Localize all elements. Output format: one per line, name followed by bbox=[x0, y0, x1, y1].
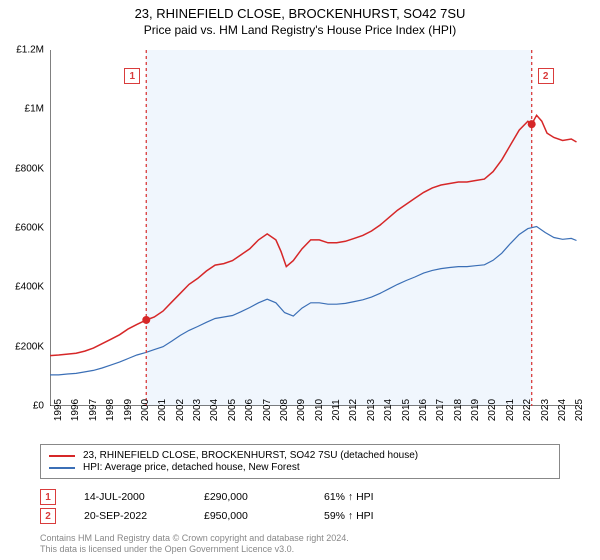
y-tick-label: £1M bbox=[25, 104, 44, 115]
footer-line-2: This data is licensed under the Open Gov… bbox=[40, 544, 349, 556]
x-tick-label: 2015 bbox=[401, 399, 412, 421]
x-tick-label: 2019 bbox=[470, 399, 481, 421]
y-axis: £0£200K£400K£600K£800K£1M£1.2M bbox=[0, 50, 48, 406]
x-tick-label: 2021 bbox=[505, 399, 516, 421]
marker-date: 14-JUL-2000 bbox=[84, 491, 204, 503]
x-tick-label: 2023 bbox=[540, 399, 551, 421]
x-tick-label: 1999 bbox=[123, 399, 134, 421]
x-tick-label: 2025 bbox=[574, 399, 585, 421]
x-tick-label: 2022 bbox=[522, 399, 533, 421]
x-tick-label: 2005 bbox=[227, 399, 238, 421]
y-tick-label: £400K bbox=[15, 282, 44, 293]
title-block: 23, RHINEFIELD CLOSE, BROCKENHURST, SO42… bbox=[0, 0, 600, 37]
legend-swatch bbox=[49, 455, 75, 457]
x-tick-label: 2003 bbox=[192, 399, 203, 421]
legend-label: 23, RHINEFIELD CLOSE, BROCKENHURST, SO42… bbox=[83, 450, 418, 461]
x-tick-label: 2016 bbox=[418, 399, 429, 421]
x-tick-label: 2008 bbox=[279, 399, 290, 421]
marker-callout: 2 bbox=[538, 68, 554, 84]
x-tick-label: 2013 bbox=[366, 399, 377, 421]
x-tick-label: 2024 bbox=[557, 399, 568, 421]
y-tick-label: £1.2M bbox=[16, 45, 44, 56]
chart-title: 23, RHINEFIELD CLOSE, BROCKENHURST, SO42… bbox=[0, 6, 600, 21]
chart-subtitle: Price paid vs. HM Land Registry's House … bbox=[0, 23, 600, 37]
x-tick-label: 2020 bbox=[487, 399, 498, 421]
line-plot bbox=[50, 50, 580, 406]
footer-line-1: Contains HM Land Registry data © Crown c… bbox=[40, 533, 349, 545]
marker-price: £950,000 bbox=[204, 510, 324, 522]
x-tick-label: 1997 bbox=[88, 399, 99, 421]
legend-item-hpi: HPI: Average price, detached house, New … bbox=[49, 462, 551, 473]
legend-label: HPI: Average price, detached house, New … bbox=[83, 462, 300, 473]
marker-date: 20-SEP-2022 bbox=[84, 510, 204, 522]
x-tick-label: 2004 bbox=[209, 399, 220, 421]
y-tick-label: £0 bbox=[33, 401, 44, 412]
x-tick-label: 2017 bbox=[435, 399, 446, 421]
marker-row-2: 2 20-SEP-2022 £950,000 59% ↑ HPI bbox=[40, 508, 444, 524]
x-tick-label: 2007 bbox=[262, 399, 273, 421]
x-axis: 1995199619971998199920002001200220032004… bbox=[50, 406, 580, 444]
legend-swatch bbox=[49, 467, 75, 469]
y-tick-label: £200K bbox=[15, 341, 44, 352]
x-tick-label: 2018 bbox=[453, 399, 464, 421]
marker-row-1: 1 14-JUL-2000 £290,000 61% ↑ HPI bbox=[40, 489, 444, 505]
chart-container: 23, RHINEFIELD CLOSE, BROCKENHURST, SO42… bbox=[0, 0, 600, 560]
x-tick-label: 1996 bbox=[70, 399, 81, 421]
y-tick-label: £600K bbox=[15, 223, 44, 234]
x-tick-label: 2011 bbox=[331, 399, 342, 421]
x-tick-label: 2000 bbox=[140, 399, 151, 421]
x-tick-label: 1998 bbox=[105, 399, 116, 421]
x-tick-label: 2002 bbox=[175, 399, 186, 421]
marker-hpi-delta: 61% ↑ HPI bbox=[324, 491, 444, 503]
legend-item-price-paid: 23, RHINEFIELD CLOSE, BROCKENHURST, SO42… bbox=[49, 450, 551, 461]
marker-hpi-delta: 59% ↑ HPI bbox=[324, 510, 444, 522]
marker-badge: 2 bbox=[40, 508, 56, 524]
footer: Contains HM Land Registry data © Crown c… bbox=[40, 533, 349, 556]
x-tick-label: 2001 bbox=[157, 399, 168, 421]
y-tick-label: £800K bbox=[15, 163, 44, 174]
x-tick-label: 1995 bbox=[53, 399, 64, 421]
legend: 23, RHINEFIELD CLOSE, BROCKENHURST, SO42… bbox=[40, 444, 560, 479]
x-tick-label: 2006 bbox=[244, 399, 255, 421]
x-tick-label: 2010 bbox=[314, 399, 325, 421]
x-tick-label: 2009 bbox=[296, 399, 307, 421]
marker-price: £290,000 bbox=[204, 491, 324, 503]
plot-area: 12 bbox=[50, 50, 580, 406]
x-tick-label: 2012 bbox=[348, 399, 359, 421]
marker-table: 1 14-JUL-2000 £290,000 61% ↑ HPI 2 20-SE… bbox=[40, 486, 444, 527]
x-tick-label: 2014 bbox=[383, 399, 394, 421]
marker-badge: 1 bbox=[40, 489, 56, 505]
marker-callout: 1 bbox=[124, 68, 140, 84]
